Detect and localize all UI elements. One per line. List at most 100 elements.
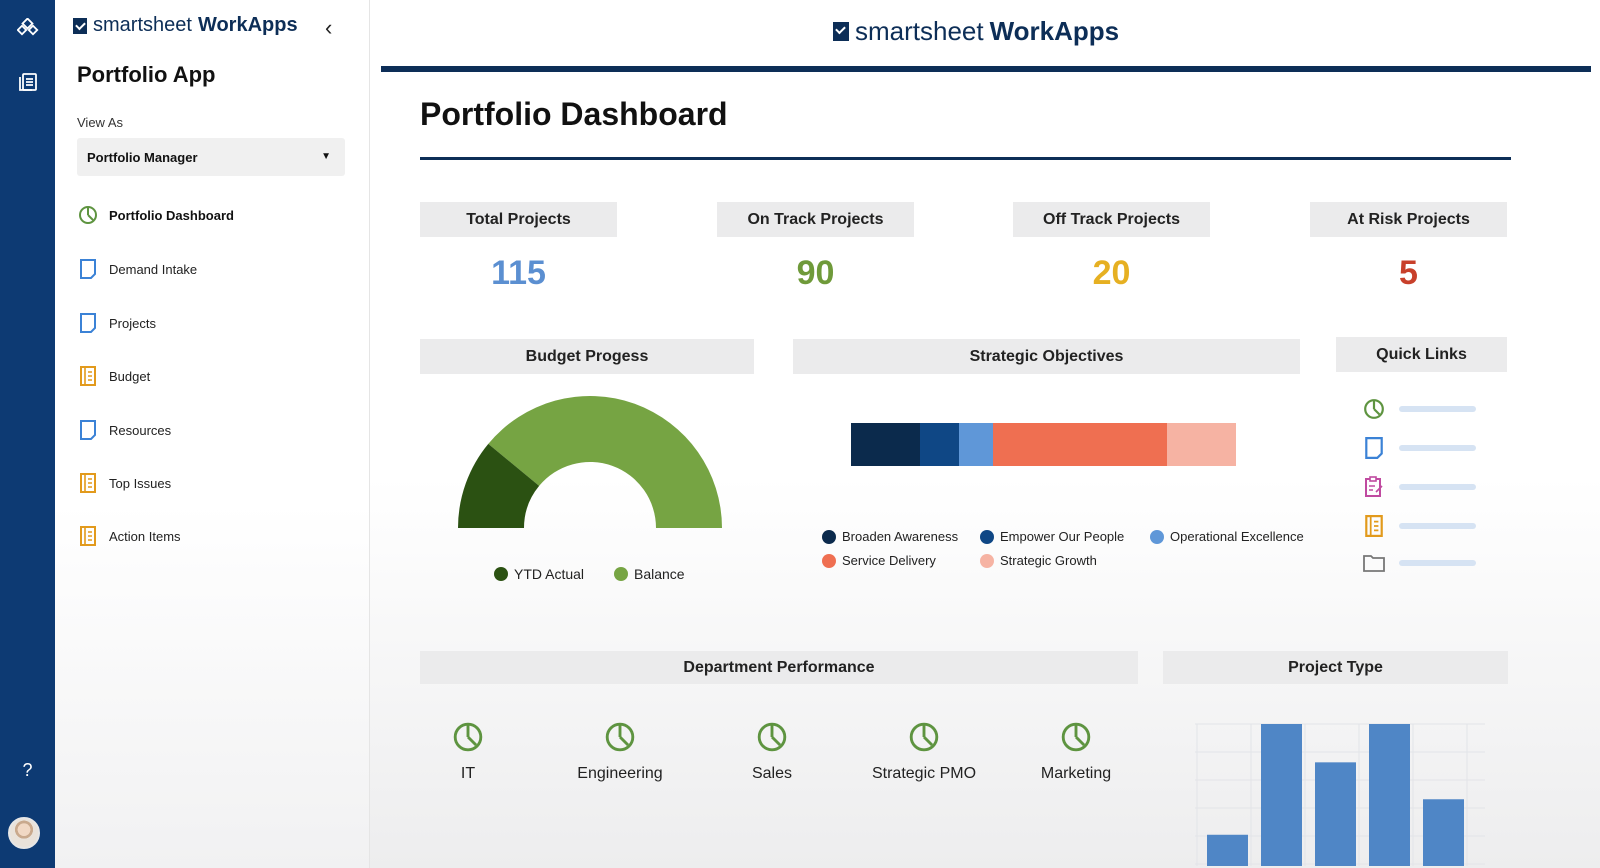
budget-progress-title: Budget Progess: [420, 339, 754, 374]
department-strategic-pmo[interactable]: Strategic PMO: [864, 721, 984, 783]
legend-operational-excellence: Operational Excellence: [1150, 529, 1304, 544]
kpi-off-track-label: Off Track Projects: [1013, 202, 1210, 237]
legend-empower-our-people: Empower Our People: [980, 529, 1124, 544]
help-icon[interactable]: ?: [22, 760, 33, 780]
project-type-bar-1: [1261, 724, 1302, 866]
quick-link-placeholder-line: [1399, 445, 1476, 451]
kpi-at-risk-value: 5: [1399, 254, 1418, 292]
sidebar-item-projects[interactable]: Projects: [77, 308, 337, 338]
project-type-bar-2: [1315, 762, 1356, 866]
form-icon: [1365, 476, 1383, 497]
department-marketing[interactable]: Marketing: [1016, 721, 1136, 783]
legend-service-delivery: Service Delivery: [822, 553, 936, 568]
legend-dot: [494, 567, 508, 581]
top-bar: smartsheet WorkApps: [370, 0, 1600, 72]
dashboard-icon: [605, 722, 635, 752]
sheet-icon: [77, 258, 99, 280]
quick-links-title: Quick Links: [1336, 337, 1507, 372]
dashboard-icon: [77, 204, 99, 226]
main-dashboard: smartsheet WorkApps Portfolio Dashboard …: [370, 0, 1600, 868]
department-performance-title: Department Performance: [420, 651, 1138, 684]
dashboard-icon: [1364, 399, 1384, 419]
avatar[interactable]: [8, 817, 40, 849]
sidebar-item-resources[interactable]: Resources: [77, 415, 337, 445]
quick-link-dashboard[interactable]: [1363, 398, 1476, 420]
page-title: Portfolio Dashboard: [420, 96, 728, 132]
gauge-balance-arc: [488, 396, 722, 528]
legend-dot: [980, 529, 994, 544]
sidebar-item-demand-intake[interactable]: Demand Intake: [77, 254, 337, 284]
dashboard-icon: [453, 722, 483, 752]
report-icon: [77, 365, 99, 387]
strategic-objectives-title: Strategic Objectives: [793, 339, 1300, 374]
view-as-select[interactable]: Portfolio Manager ▼: [77, 138, 345, 176]
legend-dot: [822, 529, 836, 544]
smartsheet-logo-icon: [833, 22, 849, 41]
collapse-sidebar-icon[interactable]: ‹: [325, 15, 333, 40]
sidebar-brand-logo: smartsheet WorkApps: [73, 14, 298, 37]
quick-link-form[interactable]: [1363, 476, 1476, 498]
project-type-chart: [1195, 723, 1485, 866]
apps-icon[interactable]: [12, 13, 43, 44]
department-engineering[interactable]: Engineering: [560, 721, 680, 783]
stacked-segment-4: [1166, 423, 1236, 466]
kpi-total-projects-value: 115: [491, 254, 546, 292]
dashboard-icon: [909, 722, 939, 752]
quick-link-placeholder-line: [1399, 560, 1476, 566]
quick-link-placeholder-line: [1399, 523, 1476, 529]
legend-dot: [822, 553, 836, 568]
sidebar-item-action-items[interactable]: Action Items: [77, 521, 337, 551]
project-type-title: Project Type: [1163, 651, 1508, 684]
stacked-segment-0: [851, 423, 921, 466]
kpi-on-track-value: 90: [796, 254, 835, 292]
quick-link-folder[interactable]: [1363, 553, 1476, 573]
legend-balance: Balance: [614, 566, 685, 582]
header-divider: [381, 66, 1591, 72]
left-rail: ?: [0, 0, 55, 868]
kpi-total-projects-label: Total Projects: [420, 202, 617, 237]
legend-strategic-growth: Strategic Growth: [980, 553, 1097, 568]
title-divider: [420, 157, 1511, 160]
caret-down-icon: ▼: [321, 151, 331, 162]
stacked-segment-2: [958, 423, 994, 466]
smartsheet-logo-icon: [73, 17, 87, 34]
sheets-icon[interactable]: [12, 66, 43, 97]
folder-icon: [1363, 555, 1385, 572]
dashboard-icon: [1061, 722, 1091, 752]
legend-broaden-awareness: Broaden Awareness: [822, 529, 958, 544]
kpi-on-track-label: On Track Projects: [717, 202, 914, 237]
project-type-bar-0: [1207, 834, 1248, 866]
legend-dot: [614, 567, 628, 581]
report-icon: [1365, 515, 1383, 537]
gauge-ytd-actual-arc: [458, 443, 540, 528]
quick-link-sheet[interactable]: [1363, 437, 1476, 459]
legend-ytd-actual: YTD Actual: [494, 566, 584, 582]
sidebar-item-top-issues[interactable]: Top Issues: [77, 468, 337, 498]
budget-gauge: [458, 396, 722, 528]
report-icon: [77, 525, 99, 547]
quick-link-report[interactable]: [1363, 515, 1476, 537]
header-brand-logo: smartsheet WorkApps: [833, 16, 1119, 47]
stacked-segment-1: [920, 423, 959, 466]
sidebar-item-portfolio-dashboard[interactable]: Portfolio Dashboard: [77, 200, 337, 230]
project-type-bar-4: [1423, 799, 1464, 866]
view-as-label: View As: [77, 115, 124, 130]
department-sales[interactable]: Sales: [712, 721, 832, 783]
app-title: Portfolio App: [77, 62, 216, 87]
sheet-icon: [77, 312, 99, 334]
sheet-icon: [77, 419, 99, 441]
quick-link-placeholder-line: [1399, 484, 1476, 490]
kpi-off-track-value: 20: [1092, 254, 1131, 292]
sidebar: smartsheet WorkApps ‹ Portfolio App View…: [55, 0, 370, 868]
report-icon: [77, 472, 99, 494]
legend-dot: [980, 553, 994, 568]
sidebar-item-budget[interactable]: Budget: [77, 361, 337, 391]
quick-link-placeholder-line: [1399, 406, 1476, 412]
dashboard-icon: [757, 722, 787, 752]
stacked-segment-3: [993, 423, 1167, 466]
strategic-stacked-bar: [851, 423, 1236, 466]
department-it[interactable]: IT: [408, 721, 528, 783]
project-type-bar-3: [1369, 724, 1410, 866]
legend-dot: [1150, 529, 1164, 544]
sheet-icon: [1365, 437, 1383, 459]
